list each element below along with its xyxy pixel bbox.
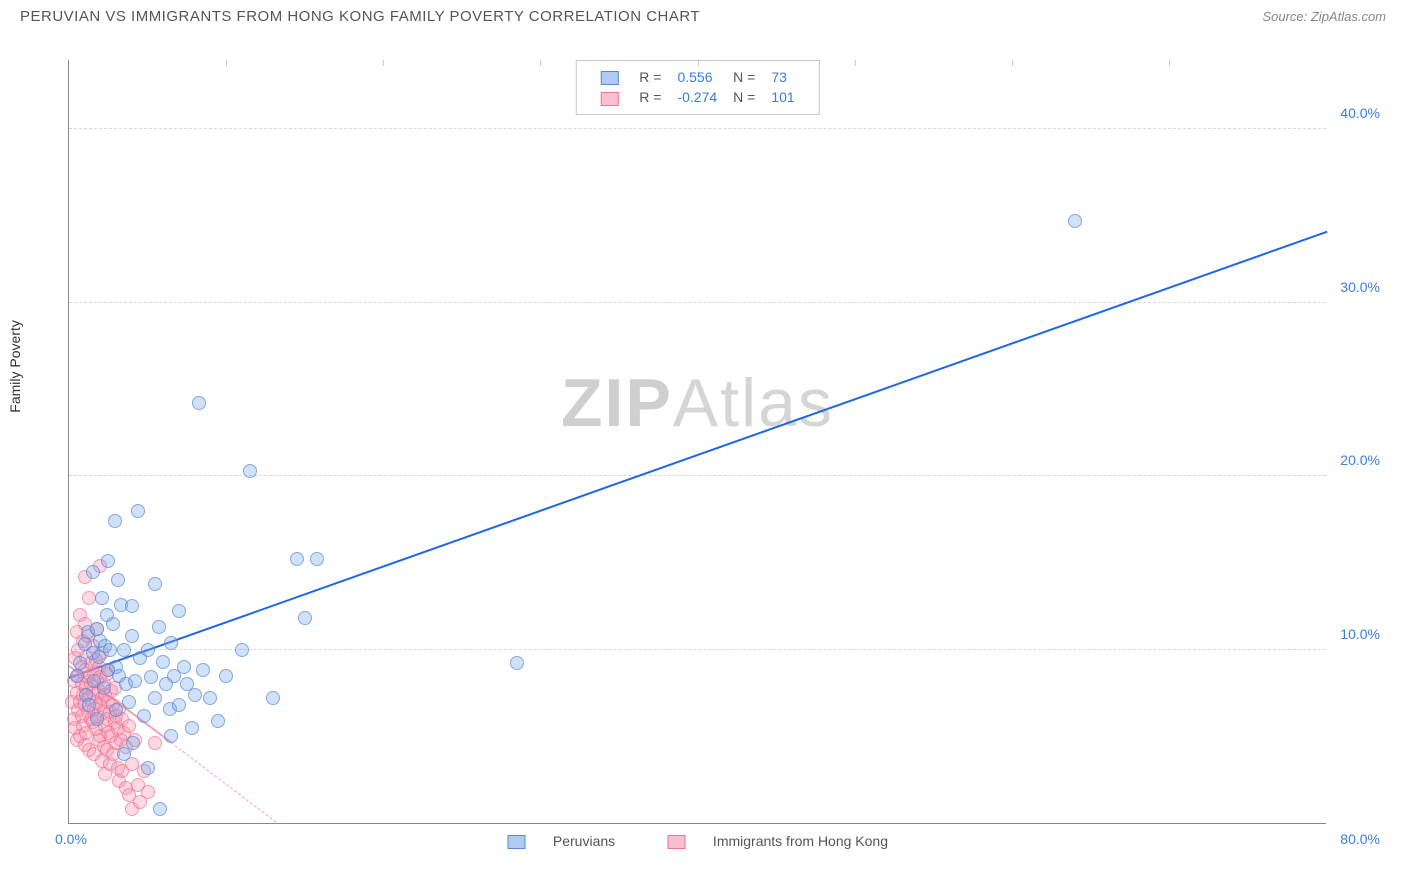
y-axis-label: Family Poverty	[7, 320, 23, 413]
data-point	[177, 660, 191, 674]
r-value-blue: 0.556	[669, 67, 725, 87]
swatch-pink-icon	[667, 835, 685, 849]
x-tick	[540, 60, 541, 66]
data-point	[185, 721, 199, 735]
data-point	[219, 669, 233, 683]
x-tick	[1169, 60, 1170, 66]
data-point	[106, 617, 120, 631]
data-point	[122, 719, 136, 733]
data-point	[117, 643, 131, 657]
x-tick	[1012, 60, 1013, 66]
data-point	[148, 691, 162, 705]
data-point	[141, 761, 155, 775]
data-point	[95, 591, 109, 605]
gridline	[69, 649, 1326, 650]
data-point	[196, 663, 210, 677]
n-value-pink: 101	[763, 87, 802, 107]
data-point	[144, 670, 158, 684]
x-tick	[383, 60, 384, 66]
x-axis-min-label: 0.0%	[55, 831, 87, 847]
x-axis-max-label: 80.0%	[1340, 831, 1380, 847]
data-point	[125, 599, 139, 613]
data-point	[103, 643, 117, 657]
data-point	[82, 698, 96, 712]
trend-line	[69, 231, 1328, 679]
data-point	[70, 669, 84, 683]
data-point	[510, 656, 524, 670]
data-point	[152, 620, 166, 634]
data-point	[192, 396, 206, 410]
gridline	[69, 128, 1326, 129]
data-point	[243, 464, 257, 478]
data-point	[290, 552, 304, 566]
data-point	[266, 691, 280, 705]
x-tick	[698, 60, 699, 66]
data-point	[97, 681, 111, 695]
gridline	[69, 302, 1326, 303]
data-point	[235, 643, 249, 657]
data-point	[122, 695, 136, 709]
data-point	[86, 565, 100, 579]
chart-source: Source: ZipAtlas.com	[1262, 9, 1386, 24]
data-point	[1068, 214, 1082, 228]
data-point	[188, 688, 202, 702]
data-point	[164, 729, 178, 743]
y-tick-label: 20.0%	[1340, 452, 1380, 468]
chart-container: Family Poverty ZIPAtlas R = 0.556 N = 73…	[20, 40, 1386, 862]
chart-title: PERUVIAN VS IMMIGRANTS FROM HONG KONG FA…	[20, 8, 700, 25]
legend-stats: R = 0.556 N = 73 R = -0.274 N = 101	[575, 60, 819, 115]
y-tick-label: 10.0%	[1340, 626, 1380, 642]
data-point	[73, 656, 87, 670]
data-point	[298, 611, 312, 625]
x-tick	[855, 60, 856, 66]
data-point	[203, 691, 217, 705]
watermark: ZIPAtlas	[561, 364, 834, 442]
data-point	[156, 655, 170, 669]
n-value-blue: 73	[763, 67, 802, 87]
data-point	[141, 643, 155, 657]
data-point	[141, 785, 155, 799]
data-point	[148, 736, 162, 750]
data-point	[101, 554, 115, 568]
data-point	[128, 674, 142, 688]
data-point	[310, 552, 324, 566]
trend-line	[171, 742, 277, 823]
data-point	[131, 504, 145, 518]
y-tick-label: 30.0%	[1340, 279, 1380, 295]
data-point	[137, 709, 151, 723]
legend-blue-label: Peruvians	[553, 833, 615, 849]
data-point	[126, 736, 140, 750]
data-point	[111, 573, 125, 587]
data-point	[153, 802, 167, 816]
legend-pink-label: Immigrants from Hong Kong	[713, 833, 888, 849]
data-point	[148, 577, 162, 591]
swatch-blue-icon	[600, 71, 618, 85]
data-point	[211, 714, 225, 728]
data-point	[109, 703, 123, 717]
r-value-pink: -0.274	[669, 87, 725, 107]
data-point	[172, 698, 186, 712]
swatch-pink-icon	[600, 92, 618, 106]
data-point	[125, 629, 139, 643]
data-point	[164, 636, 178, 650]
data-point	[90, 712, 104, 726]
data-point	[172, 604, 186, 618]
swatch-blue-icon	[507, 835, 525, 849]
plot-area: ZIPAtlas R = 0.556 N = 73 R = -0.274 N =…	[68, 60, 1326, 824]
data-point	[108, 514, 122, 528]
y-tick-label: 40.0%	[1340, 105, 1380, 121]
legend-series: Peruvians Immigrants from Hong Kong	[483, 833, 912, 849]
x-tick	[226, 60, 227, 66]
gridline	[69, 475, 1326, 476]
